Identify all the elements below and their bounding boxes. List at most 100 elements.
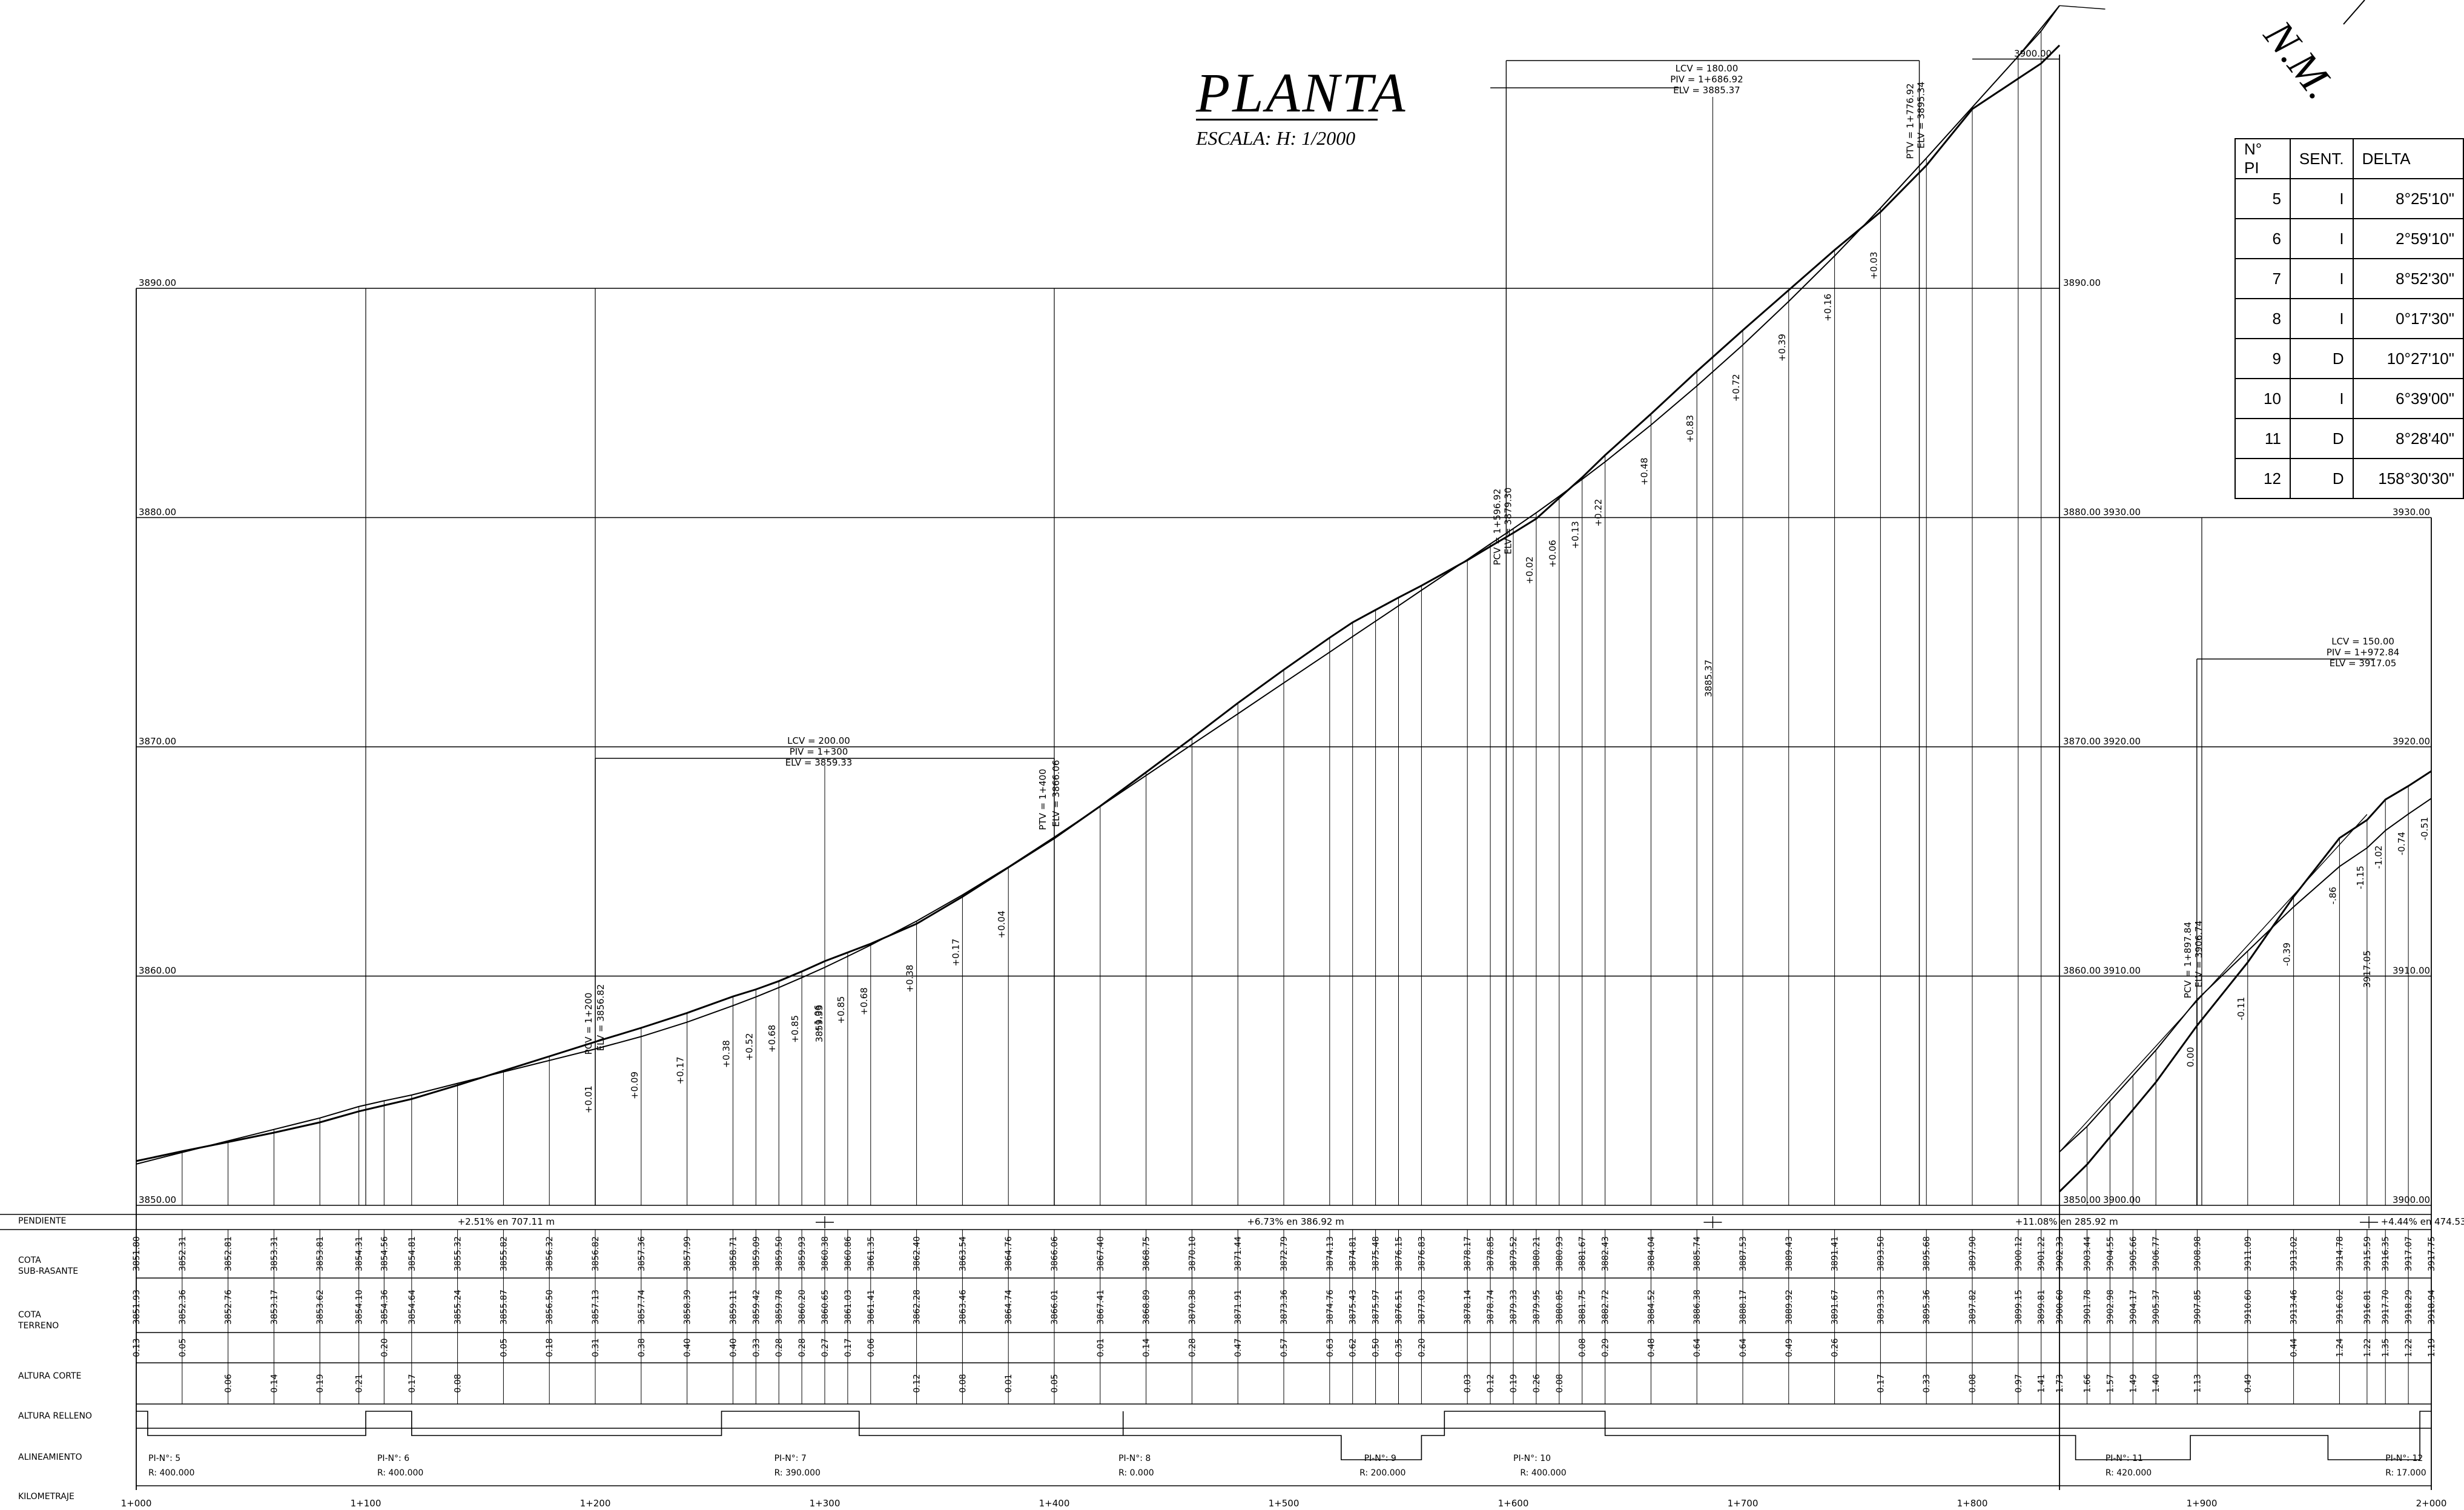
scale-label: ESCALA: H: 1/2000 [1196, 127, 1356, 149]
cut-height: 0.28 [775, 1338, 784, 1357]
curve-elv: ELV = 3917.05 [2330, 658, 2397, 669]
elevation-label: 3870.00 [139, 736, 176, 747]
elevation-label: 3930.00 [2103, 507, 2141, 518]
subgrade-elevation: 3884.04 [1647, 1236, 1656, 1271]
subgrade-elevation: 3902.33 [2055, 1236, 2065, 1271]
grade-diff-label: +0.13 [1570, 521, 1581, 549]
grade-diff-label: -0.39 [2282, 942, 2293, 966]
elevation-label: 3850.00 [139, 1194, 176, 1205]
terrain-elevation: 3851.93 [132, 1290, 142, 1325]
piv-elevation-note: 3917.05 [2362, 950, 2373, 988]
station-label: 2+000 [2416, 1498, 2447, 1509]
elevation-label: 3890.00 [139, 277, 176, 288]
terrain-elevation: 3881.75 [1578, 1290, 1588, 1325]
terrain-elevation: 3916.81 [2363, 1290, 2373, 1325]
subgrade-elevation: 3904.55 [2106, 1236, 2115, 1271]
terrain-elevation: 3859.78 [775, 1290, 784, 1325]
subgrade-elevation: 3908.98 [2193, 1236, 2202, 1271]
fill-height: 1.66 [2083, 1374, 2093, 1392]
cut-height: 0.63 [1326, 1338, 1335, 1357]
subgrade-elevation: 3857.99 [683, 1236, 693, 1271]
alignment-pi: PI-N°: 10 [1513, 1454, 1551, 1463]
pi-number: 5 [2234, 178, 2291, 219]
station-label: 1+800 [1957, 1498, 1988, 1509]
grade-diff-label: -1.02 [2373, 846, 2384, 869]
row-label-cota-subrasante: COTA [18, 1256, 41, 1265]
grade-diff-label: +0.85 [790, 1015, 801, 1043]
terrain-elevation: 3878.74 [1486, 1290, 1496, 1325]
cut-height: 0.40 [728, 1338, 738, 1357]
subgrade-elevation: 3881.67 [1578, 1236, 1588, 1271]
alignment-pi: PI-N°: 11 [2106, 1454, 2143, 1463]
alignment-radius: R: 400.000 [377, 1468, 423, 1478]
station-label: 1+300 [810, 1498, 841, 1509]
alignment-radius: R: 200.000 [1359, 1468, 1405, 1478]
grade-diff-label: -0.51 [2419, 817, 2430, 841]
fill-height: 0.14 [269, 1374, 279, 1392]
fill-height: 0.19 [315, 1374, 325, 1392]
cut-height: 0.26 [1831, 1338, 1840, 1357]
elevation-label: 3870.00 [2063, 736, 2101, 747]
alignment-pi: PI-N°: 8 [1118, 1454, 1151, 1463]
cut-height: 0.17 [844, 1338, 853, 1357]
grade-diff-label: +0.02 [1524, 557, 1535, 584]
subgrade-elevation: 3887.53 [1739, 1236, 1748, 1271]
curve-lcv: LCV = 180.00 [1676, 63, 1739, 74]
terrain-elevation: 3854.36 [380, 1290, 389, 1325]
subgrade-elevation: 3854.31 [355, 1236, 365, 1271]
table-row: 11 D 8°28'40" [2234, 418, 2464, 459]
cut-height: 0.31 [591, 1338, 601, 1357]
subgrade-elevation: 3860.38 [821, 1236, 830, 1271]
grade-diff-label: -0.11 [2236, 997, 2247, 1021]
terrain-elevation: 3907.85 [2193, 1290, 2202, 1325]
subgrade-elevation: 3879.52 [1509, 1236, 1519, 1271]
terrain-elevation: 3863.46 [958, 1290, 968, 1325]
cut-height: 0.44 [2290, 1338, 2299, 1357]
subgrade-elevation: 3854.81 [408, 1236, 417, 1271]
cut-height: 0.20 [1417, 1338, 1427, 1357]
subgrade-elevation: 3870.10 [1187, 1236, 1197, 1271]
elv-note: ELV = 3895.34 [1916, 82, 1927, 149]
terrain-elevation: 3866.01 [1050, 1290, 1060, 1325]
grade-diff-label: +0.68 [767, 1025, 778, 1053]
terrain-elevation: 3870.38 [1187, 1290, 1197, 1325]
elevation-label: 3920.00 [2103, 736, 2141, 747]
cut-height: 0.48 [1647, 1338, 1656, 1357]
terrain-elevation: 3867.41 [1096, 1290, 1106, 1325]
station-label: 1+600 [1498, 1498, 1529, 1509]
subgrade-elevation: 3874.81 [1349, 1236, 1358, 1271]
subgrade-elevation: 3876.83 [1417, 1236, 1427, 1271]
grade-diff-label: +0.17 [675, 1056, 686, 1084]
pi-table-header: N° PI SENT. DELTA [2234, 138, 2464, 179]
grade-diff-label: +0.68 [859, 987, 870, 1015]
terrain-elevation: 3856.50 [545, 1290, 555, 1325]
subgrade-elevation: 3853.81 [315, 1236, 325, 1271]
terrain-line [136, 44, 2061, 1162]
pi-number: 8 [2234, 298, 2291, 339]
terrain-elevation: 3875.43 [1349, 1290, 1358, 1325]
terrain-elevation: 3855.87 [499, 1290, 509, 1325]
fill-height: 0.08 [454, 1374, 463, 1392]
elevation-label: 3850.00 [2063, 1194, 2101, 1205]
grade-diff-label: +0.52 [744, 1033, 755, 1061]
elevation-label: 3900.00 [2103, 1194, 2141, 1205]
pi-delta: 158°30'30" [2352, 458, 2464, 499]
cut-height: 0.49 [1785, 1338, 1794, 1357]
subgrade-elevation: 3895.68 [1922, 1236, 1932, 1271]
terrain-elevation: 3884.52 [1647, 1290, 1656, 1325]
subgrade-elevation: 3862.40 [913, 1236, 922, 1271]
cut-height: 0.40 [683, 1338, 693, 1357]
cut-height: 1.22 [2363, 1338, 2373, 1357]
grade-label: +6.73% en 386.92 m [1247, 1216, 1344, 1227]
terrain-elevation: 3862.28 [913, 1290, 922, 1325]
table-row: 5 I 8°25'10" [2234, 178, 2464, 219]
subgrade-elevation: 3917.07 [2404, 1236, 2414, 1271]
subgrade-elevation: 3889.43 [1785, 1236, 1794, 1271]
grade-diff-label: +0.83 [1685, 415, 1696, 443]
alignment-radius: R: 420.000 [2106, 1468, 2152, 1478]
subgrade-elevation: 3901.22 [2037, 1236, 2047, 1271]
terrain-elevation: 3880.85 [1555, 1290, 1565, 1325]
fill-height: 0.05 [1050, 1374, 1060, 1392]
row-label-kilometraje: KILOMETRAJE [18, 1492, 74, 1502]
subgrade-elevation: 3851.80 [132, 1236, 142, 1271]
